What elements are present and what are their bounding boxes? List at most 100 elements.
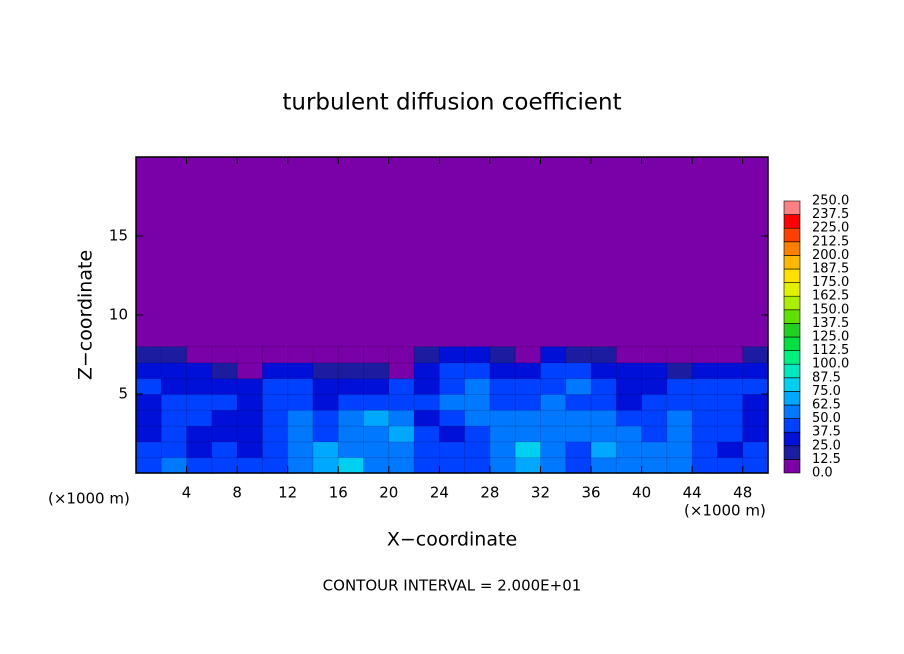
colorbar-bin: [783, 282, 801, 297]
heat-cell: [388, 346, 416, 364]
colorbar-label: 237.5: [812, 207, 849, 222]
heat-cell: [388, 377, 416, 396]
heat-cell: [363, 346, 390, 364]
heat-cell: [666, 361, 694, 380]
colorbar-label: 100.0: [812, 357, 849, 372]
heat-cell: [641, 409, 668, 427]
heat-cell: [135, 409, 163, 427]
x-tick-label: 40: [632, 484, 651, 502]
heat-cell: [438, 409, 466, 427]
heat-cell: [337, 361, 365, 380]
heat-cell: [489, 440, 517, 459]
colorbar-bin: [783, 323, 801, 338]
heat-cell: [742, 393, 769, 411]
heat-cell: [388, 440, 416, 459]
x-tick-label: 20: [379, 484, 398, 502]
heat-cell: [590, 377, 618, 396]
annotation: CONTOUR INTERVAL = 2.000E+01: [323, 577, 582, 595]
heat-cell: [287, 409, 314, 427]
heat-cell: [514, 346, 542, 364]
heat-cell: [312, 361, 340, 380]
colorbar-bin: [783, 214, 801, 229]
heat-cell: [211, 440, 239, 459]
heat-cell: [539, 456, 567, 475]
colorbar-label: 25.0: [812, 438, 841, 453]
heat-cell: [742, 425, 769, 443]
heat-cell: [514, 377, 542, 396]
heat-cell: [716, 440, 744, 459]
heat-cell: [489, 393, 517, 411]
heat-cell: [615, 377, 643, 396]
heat-cell: [236, 346, 264, 364]
heat-cell: [261, 425, 289, 443]
heat-cell: [186, 440, 213, 459]
y-tick-label: 10: [109, 306, 128, 324]
heat-cell: [337, 425, 365, 443]
x-tick-label: 4: [182, 484, 192, 502]
heat-cell: [236, 456, 264, 475]
heat-cell: [388, 393, 416, 411]
heat-cell: [287, 361, 314, 380]
heat-cell: [615, 361, 643, 380]
heat-cell: [539, 425, 567, 443]
heat-cell: [464, 456, 491, 475]
heat-cell: [287, 440, 314, 459]
colorbar-label: 75.0: [812, 384, 841, 399]
heat-cell: [312, 409, 340, 427]
heat-cell: [211, 377, 239, 396]
heat-cell: [236, 409, 264, 427]
heat-cell: [565, 361, 593, 380]
heat-cell: [438, 393, 466, 411]
x-unit-label: (×1000 m): [684, 502, 766, 520]
heat-cell: [211, 409, 239, 427]
heat-cell: [388, 456, 416, 475]
heat-cell: [464, 393, 491, 411]
heat-cell: [464, 425, 491, 443]
heat-cell: [565, 440, 593, 459]
heat-cell: [590, 361, 618, 380]
heat-cell: [489, 361, 517, 380]
heat-cell: [691, 377, 719, 396]
colorbar-bin: [783, 295, 801, 311]
heat-cell: [236, 440, 264, 459]
x-tick-label: 32: [531, 484, 550, 502]
heat-cell: [287, 377, 314, 396]
colorbar-label: 225.0: [812, 221, 849, 236]
heat-cell: [413, 361, 441, 380]
heat-cell: [413, 346, 441, 364]
heat-cell: [641, 346, 668, 364]
heat-cell: [666, 393, 694, 411]
heat-cell: [691, 425, 719, 443]
heat-cell: [666, 377, 694, 396]
heat-cell: [615, 409, 643, 427]
heat-cell: [135, 393, 163, 411]
heat-cell: [236, 377, 264, 396]
heat-cell: [413, 425, 441, 443]
colorbar-label: 162.5: [812, 289, 849, 304]
heat-cell: [539, 409, 567, 427]
colorbar-label: 125.0: [812, 330, 849, 345]
heat-cell: [211, 456, 239, 475]
heat-cell: [716, 425, 744, 443]
heat-cell: [489, 377, 517, 396]
heat-cell: [186, 361, 213, 380]
heat-cell: [615, 346, 643, 364]
heat-cell: [337, 440, 365, 459]
heat-cell: [236, 393, 264, 411]
heat-cell: [641, 393, 668, 411]
heat-cell: [590, 456, 618, 475]
heat-cell: [186, 425, 213, 443]
heat-cell: [590, 393, 618, 411]
heat-cell: [413, 393, 441, 411]
heat-cell: [261, 409, 289, 427]
heat-cell: [261, 361, 289, 380]
heat-cell: [413, 409, 441, 427]
colorbar-label: 112.5: [812, 343, 849, 358]
chart-title: turbulent diffusion coefficient: [282, 90, 621, 116]
heat-cell: [565, 456, 593, 475]
heat-cell: [742, 346, 769, 364]
heat-cell: [312, 393, 340, 411]
heat-cell: [641, 425, 668, 443]
heat-cell: [363, 425, 390, 443]
heat-cell: [135, 456, 163, 475]
